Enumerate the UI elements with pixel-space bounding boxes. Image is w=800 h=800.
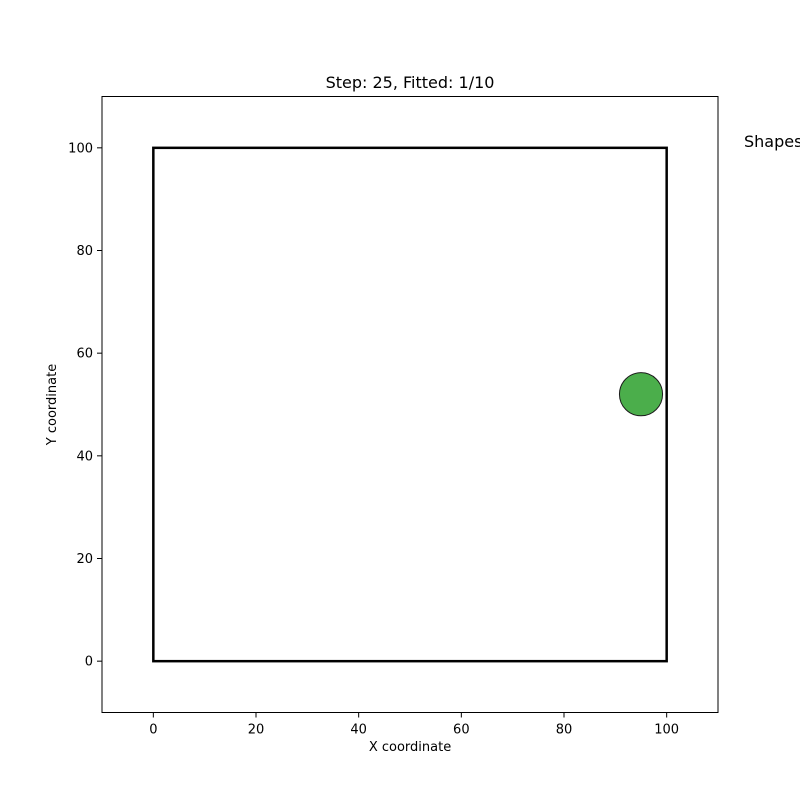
fitted-circle [618, 372, 664, 417]
x-tick-label: 40 [350, 723, 367, 738]
x-tick-label: 80 [556, 723, 573, 738]
y-tick-label: 100 [68, 141, 93, 156]
x-tick-label: 0 [149, 723, 157, 738]
x-tick-label: 100 [654, 723, 679, 738]
x-tick-label: 20 [248, 723, 265, 738]
y-tick-label: 20 [76, 552, 93, 567]
y-tick-label: 60 [76, 347, 93, 362]
y-tick-label: 40 [76, 449, 93, 464]
shapes-legend-title: Shapes [744, 132, 800, 151]
y-axis-ticks: 0 20 40 60 80 100 [68, 141, 102, 670]
y-tick-label: 0 [85, 655, 93, 670]
axes-frame [101, 96, 719, 713]
container-boundary [152, 146, 668, 663]
x-axis-ticks: 0 20 40 60 80 100 [149, 712, 679, 738]
shapes-layer [618, 372, 664, 417]
x-axis-label: X coordinate [369, 740, 451, 755]
y-tick-label: 80 [76, 244, 93, 259]
chart-title: Step: 25, Fitted: 1/10 [326, 73, 495, 92]
y-axis-label: Y coordinate [45, 364, 60, 446]
x-tick-label: 60 [453, 723, 470, 738]
